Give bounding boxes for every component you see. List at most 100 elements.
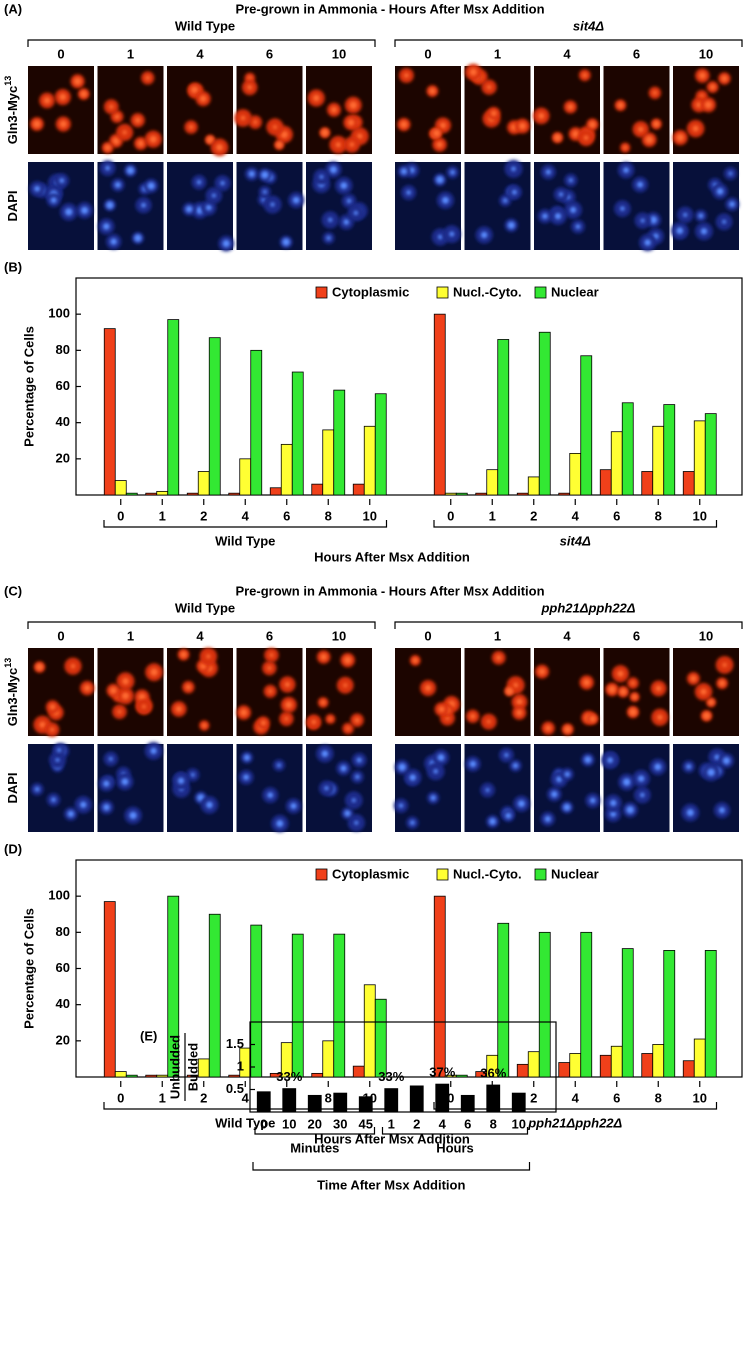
bar	[256, 1091, 271, 1113]
cell-nucleus	[695, 101, 702, 108]
bar	[511, 1092, 526, 1113]
cell-nucleus	[718, 807, 726, 814]
time-label: 4	[196, 46, 204, 61]
cell-nucleus	[103, 780, 110, 787]
x-tick-label: 10	[282, 1116, 296, 1131]
cell-nucleus	[575, 224, 581, 230]
y-tick-label: 40	[56, 996, 70, 1011]
cell-nucleus	[347, 119, 355, 127]
cell-nucleus	[398, 763, 407, 772]
cell-nucleus	[343, 656, 352, 664]
x-tick-label: 0	[117, 508, 124, 523]
time-label: 4	[563, 46, 571, 61]
cell-nucleus	[609, 810, 617, 818]
cell-nucleus	[49, 704, 56, 710]
micrograph	[464, 744, 531, 832]
legend-label: Cytoplasmic	[332, 866, 409, 881]
bar	[693, 420, 706, 496]
micrograph	[603, 648, 670, 736]
bar-annotation: 33%	[276, 1069, 302, 1084]
bar	[103, 901, 116, 1078]
micrograph	[28, 66, 94, 154]
bar	[538, 331, 551, 496]
bracket	[27, 39, 376, 47]
cell-nucleus	[542, 213, 548, 220]
x-tick-label: 1	[159, 1090, 166, 1105]
cell-nucleus	[185, 684, 192, 690]
cell-nucleus	[276, 763, 282, 768]
cell-nucleus	[550, 790, 558, 798]
cell-nucleus	[220, 180, 225, 186]
cell-nucleus	[432, 129, 441, 137]
cell-nucleus	[707, 699, 715, 706]
cell-nucleus	[436, 141, 443, 148]
cell-nucleus	[722, 662, 727, 668]
bar	[307, 1094, 322, 1113]
cell-nucleus	[353, 210, 359, 216]
bar	[358, 1096, 373, 1113]
cell-nucleus	[435, 175, 444, 184]
micrograph	[534, 648, 600, 736]
y-tick-label: 1	[237, 1058, 244, 1073]
cell-nucleus	[704, 101, 713, 109]
cell-nucleus	[486, 719, 491, 724]
cell-nucleus	[51, 797, 57, 803]
cell-nucleus	[583, 678, 591, 687]
cell-nucleus	[185, 205, 193, 213]
cell-nucleus	[282, 238, 290, 246]
cell-nucleus	[262, 189, 267, 194]
cell-nucleus	[284, 681, 291, 688]
cell-nucleus	[630, 680, 636, 686]
cell-nucleus	[114, 181, 122, 189]
bar	[311, 483, 324, 496]
y-tick-label: 60	[56, 960, 70, 975]
cell-nucleus	[199, 95, 207, 103]
cell-nucleus	[445, 715, 450, 721]
cell-nucleus	[538, 112, 545, 120]
bar	[599, 1054, 612, 1078]
micrograph	[306, 648, 372, 736]
bar	[311, 1072, 324, 1078]
cell-nucleus	[554, 212, 562, 220]
cell-nucleus	[205, 204, 212, 211]
cell-nucleus	[114, 113, 120, 120]
x-tick-label: 6	[464, 1116, 471, 1131]
micrograph	[393, 744, 461, 832]
bar	[663, 404, 676, 496]
time-label: 0	[424, 628, 431, 643]
cell-nucleus	[639, 792, 645, 798]
legend-label: Nuclear	[551, 866, 599, 881]
x-tick-label: 30	[333, 1116, 347, 1131]
cell-nucleus	[558, 192, 564, 197]
micrograph	[167, 744, 233, 832]
bar	[682, 1060, 695, 1078]
cell-nucleus	[56, 747, 62, 753]
x-tick-label: 4	[242, 1090, 250, 1105]
bar	[197, 471, 210, 496]
panel-label: (C)	[4, 583, 22, 598]
row-label-sup: 13	[3, 658, 13, 668]
cell-nucleus	[356, 133, 363, 140]
y-axis-title-denominator: Budded	[185, 1043, 200, 1091]
cell-nucleus	[518, 122, 527, 130]
cell-nucleus	[450, 169, 456, 175]
cell-nucleus	[400, 168, 408, 175]
bar	[682, 471, 695, 496]
bar	[363, 425, 376, 496]
cell-nucleus	[70, 663, 76, 669]
bar	[333, 933, 346, 1078]
micrograph	[534, 162, 600, 250]
cell-nucleus	[351, 798, 356, 803]
cell-nucleus	[722, 757, 731, 765]
cell-nucleus	[626, 805, 635, 814]
cell-nucleus	[683, 212, 688, 218]
bar	[569, 453, 582, 496]
bar	[280, 443, 293, 496]
cell-nucleus	[507, 221, 516, 230]
y-tick-label: 20	[56, 1032, 70, 1047]
micrograph	[603, 66, 670, 154]
micrograph	[28, 648, 95, 737]
cell-nucleus	[137, 139, 145, 147]
cell-nucleus	[311, 719, 317, 725]
x-tick-label: 8	[655, 508, 662, 523]
